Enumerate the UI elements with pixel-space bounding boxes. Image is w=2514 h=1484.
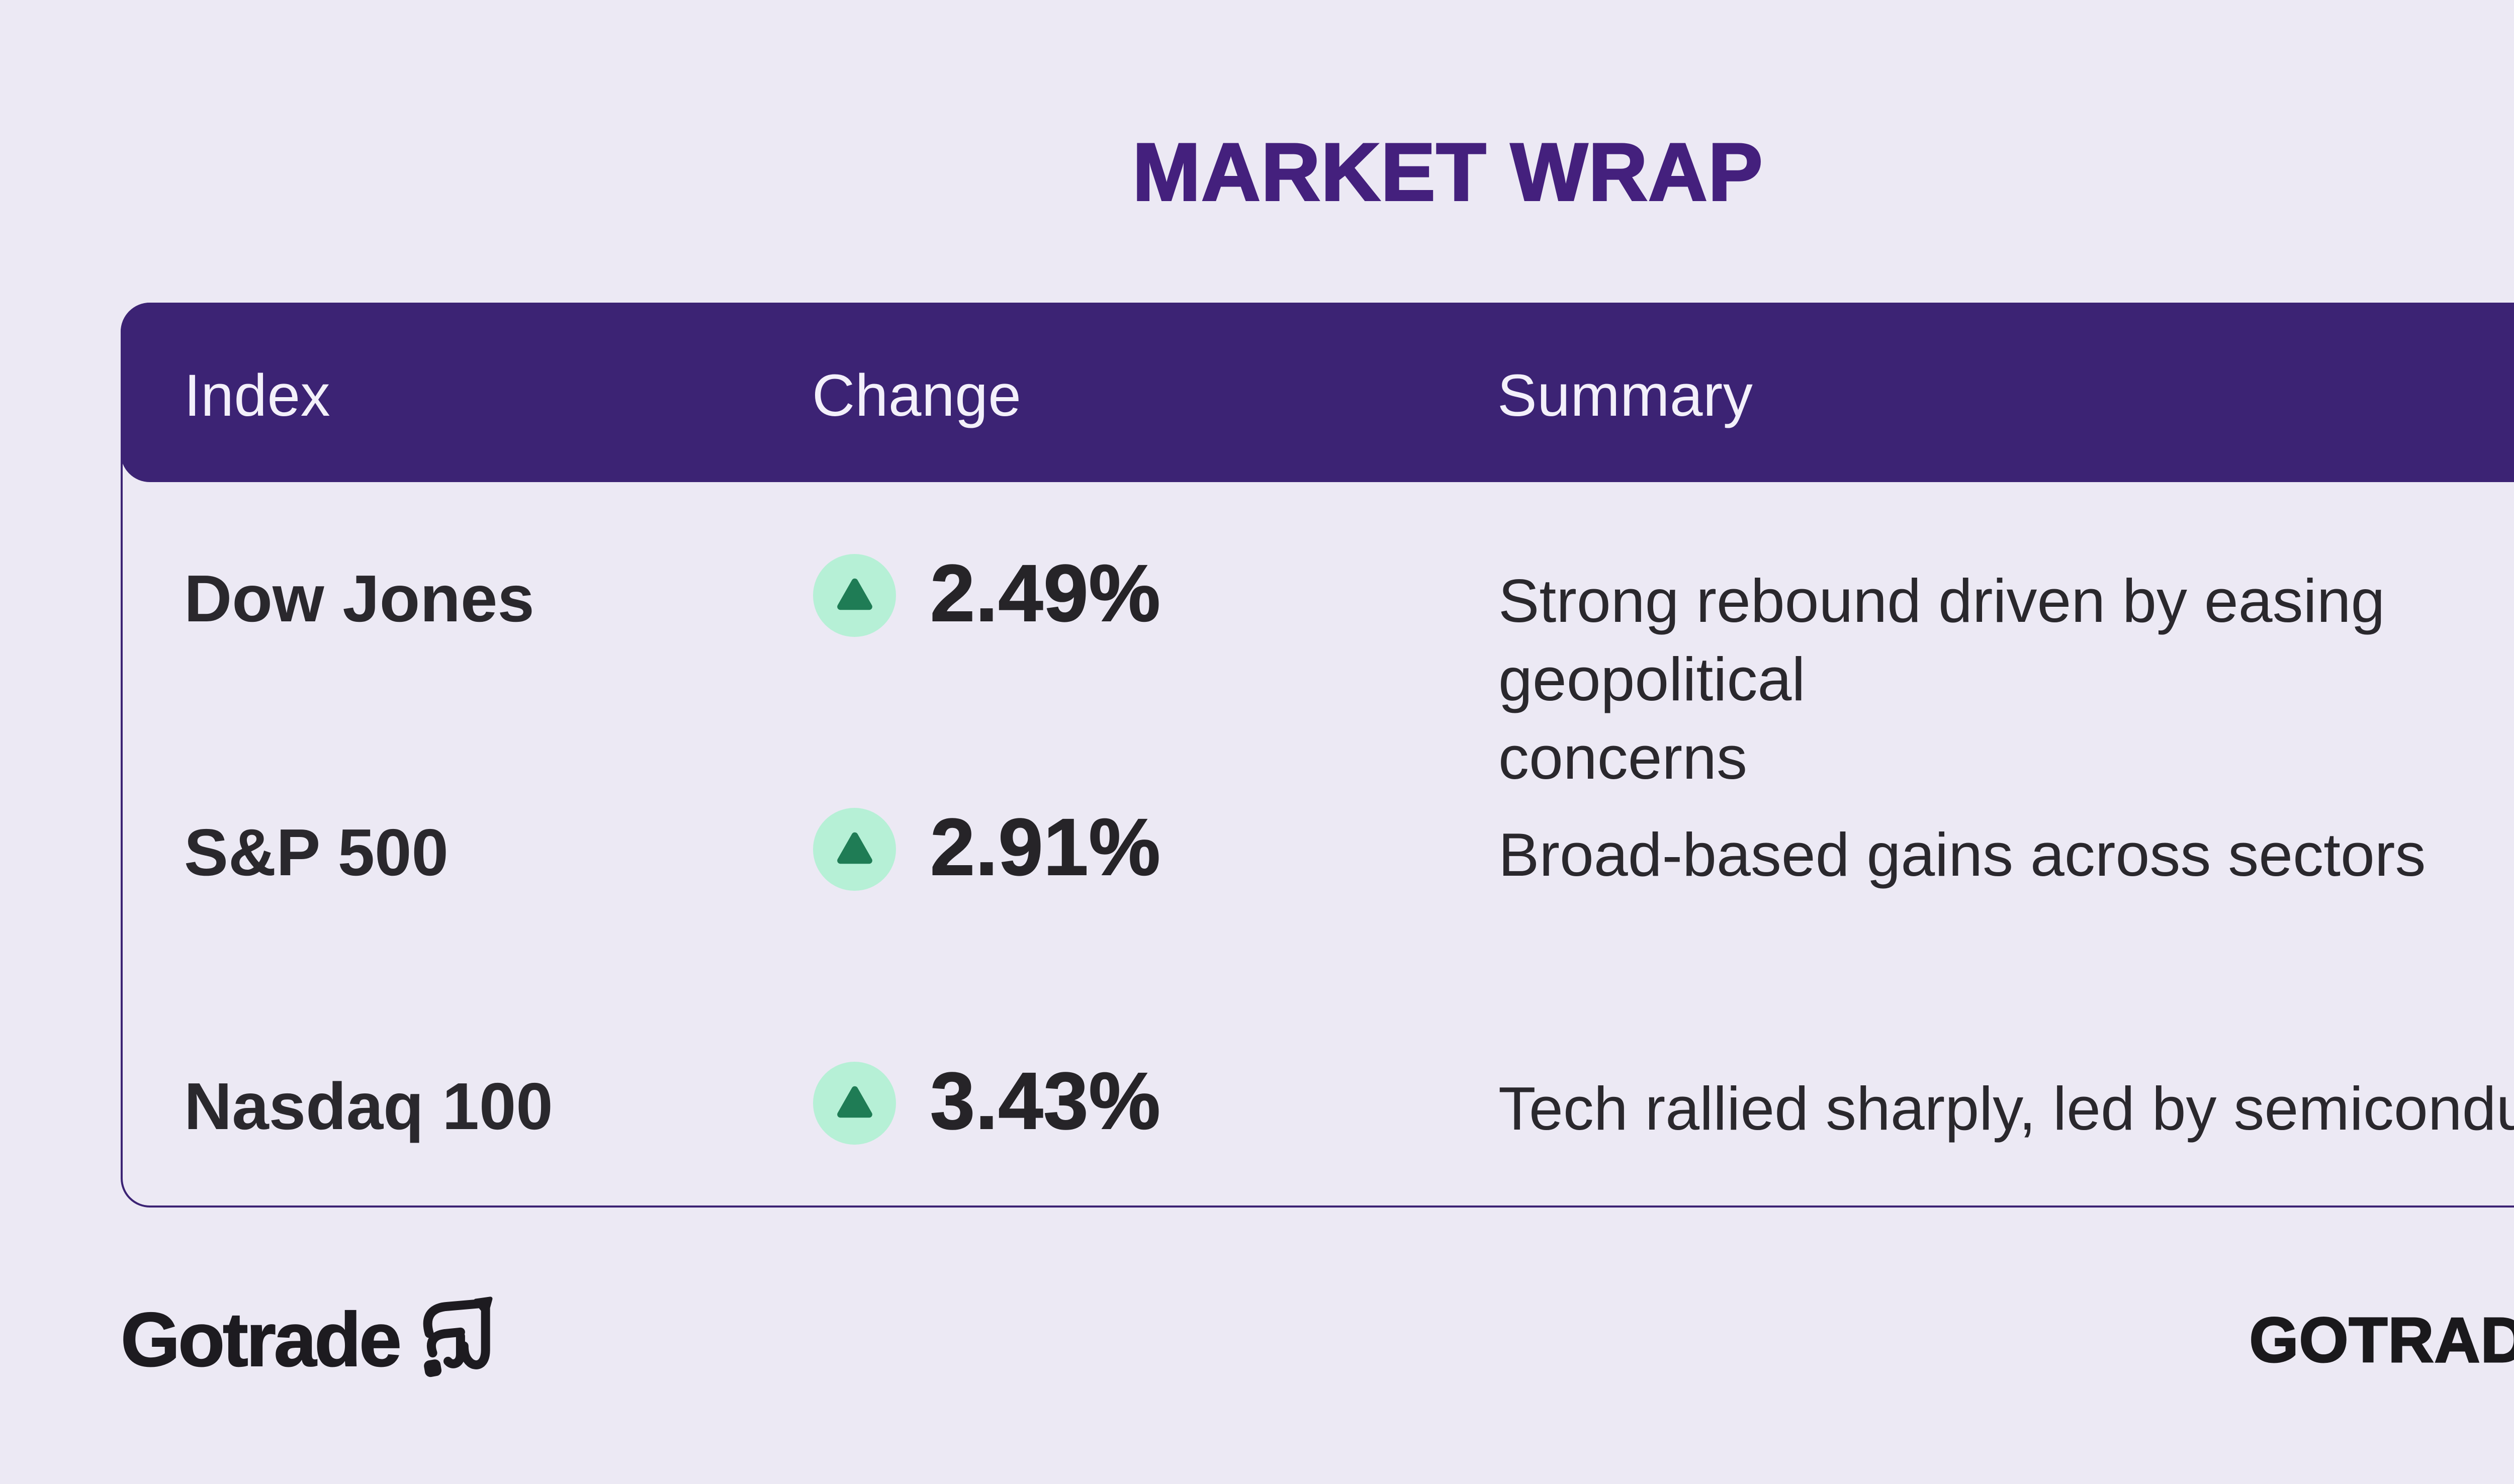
index-name: Nasdaq 100: [184, 1069, 553, 1143]
up-arrow-icon: [813, 808, 896, 891]
change-cell: 2.49%: [813, 551, 1161, 637]
summary-text: Strong rebound driven by easing geopolit…: [1498, 567, 2385, 792]
change-value: 2.49%: [930, 548, 1161, 638]
summary-text: Broad-based gains across sectors: [1498, 820, 2426, 889]
column-header-summary: Summary: [1497, 362, 1753, 429]
index-name: Dow Jones: [184, 562, 534, 635]
gotrade-arrow-icon: [423, 1296, 493, 1377]
summary-text: Tech rallied sharply, led by semiconduct…: [1498, 1074, 2514, 1143]
column-header-change: Change: [812, 362, 1022, 429]
up-arrow-icon: [813, 554, 896, 637]
table-header-row: Index Change Summary: [121, 303, 2514, 482]
change-value: 2.91%: [930, 802, 1161, 892]
change-value: 3.43%: [930, 1056, 1161, 1146]
table-row: Dow Jones 2.49% Strong rebound driven by…: [184, 551, 2514, 809]
gotrade-logo: Gotrade: [120, 1295, 495, 1384]
change-cell: 2.91%: [813, 805, 1161, 891]
gotrade-daily-label: GOTRADE DAILY: [2249, 1304, 2514, 1376]
table-row: Nasdaq 100 3.43% Tech rallied sharply, l…: [184, 1059, 2514, 1317]
footer: Gotrade GOTRADE DAILY: [120, 1284, 2514, 1395]
table-body: Dow Jones 2.49% Strong rebound driven by…: [184, 480, 2514, 1317]
column-header-index: Index: [184, 362, 331, 429]
page-title: MARKET WRAP: [1132, 126, 1764, 219]
gotrade-wordmark: Gotrade: [120, 1296, 402, 1383]
table-row: S&P 500 2.91% Broad-based gains across s…: [184, 805, 2514, 1063]
change-cell: 3.43%: [813, 1059, 1161, 1145]
index-name: S&P 500: [184, 815, 448, 889]
market-table: Index Change Summary Dow Jones 2.49% Str…: [121, 303, 2514, 1208]
up-arrow-icon: [813, 1062, 896, 1145]
